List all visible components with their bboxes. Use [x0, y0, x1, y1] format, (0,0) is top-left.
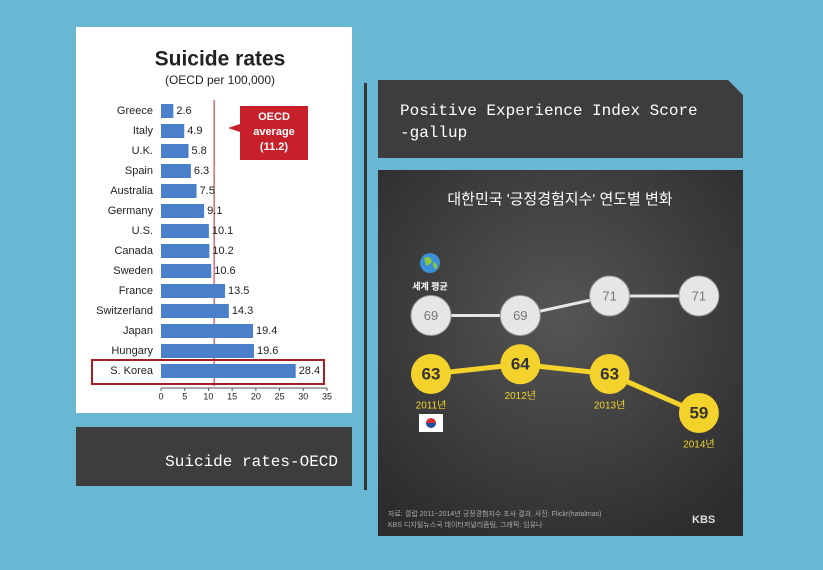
annotation-box	[240, 106, 308, 160]
line	[430, 361, 700, 416]
x-tick-label: 10	[203, 391, 213, 401]
bar	[161, 324, 254, 338]
bar	[161, 104, 174, 118]
value-label: 59	[689, 403, 708, 422]
point	[589, 354, 630, 394]
value-label: 10.2	[212, 245, 233, 257]
chart-subtitle: (OECD per 100,000)	[165, 73, 275, 87]
annotation-pointer	[228, 124, 240, 132]
x-tick-label: 2011년	[416, 400, 447, 412]
bar	[161, 184, 197, 198]
value-label: 5.8	[192, 145, 207, 157]
value-label: 14.3	[232, 305, 253, 317]
value-label: 28.4	[299, 365, 320, 377]
y-tick-label: S. Korea	[110, 365, 154, 377]
caption: Suicide rates-OECD	[76, 427, 352, 486]
point	[589, 275, 631, 317]
chart-title: Suicide rates	[155, 48, 286, 71]
x-tick-label: 2013년	[594, 400, 625, 412]
panel	[378, 170, 743, 536]
source: 자료: 갤럽 2011~2014년 긍정경험지수 조사 결과, 사진: Flic…	[388, 509, 601, 518]
value-label: 63	[422, 364, 441, 383]
value-label: 4.9	[187, 125, 202, 137]
bar	[161, 344, 254, 358]
bar	[161, 264, 212, 278]
chart-title: 대한민국 '긍정경험지수' 연도별 변화	[447, 191, 672, 208]
value-label: 69	[424, 308, 438, 323]
y-tick-label: Greece	[117, 105, 153, 117]
x-tick-label: 15	[227, 391, 237, 401]
y-tick-label: Hungary	[111, 345, 153, 357]
bar	[161, 244, 210, 258]
bar	[161, 304, 229, 318]
value-label: 63	[600, 364, 619, 383]
value-label: 64	[511, 355, 530, 374]
annotation: average	[253, 126, 295, 138]
annotation: (11.2)	[260, 141, 288, 153]
bar	[161, 204, 205, 218]
value-label: 10.6	[214, 265, 235, 277]
y-tick-label: Canada	[114, 245, 153, 257]
bar	[161, 164, 191, 178]
value-label: 10.1	[212, 225, 233, 237]
y-tick-label: Spain	[125, 165, 153, 177]
x-tick-label: 20	[251, 391, 261, 401]
legend-label: 세계 평균	[412, 280, 448, 291]
y-tick-label: U.K.	[132, 145, 153, 157]
value-label: 13.5	[228, 285, 249, 297]
value-label: 69	[513, 308, 527, 323]
y-tick-label: Switzerland	[96, 305, 153, 317]
y-tick-label: Australia	[110, 185, 154, 197]
value-label: 6.3	[194, 165, 209, 177]
bar	[161, 224, 209, 238]
value-label: 7.5	[200, 185, 215, 197]
source: KBS 디지털뉴스국 데이터저널리즘팀, 그래픽: 임유나	[388, 520, 543, 529]
bar	[161, 144, 189, 158]
x-tick-label: 2014년	[683, 439, 714, 451]
x-tick-label: 5	[182, 391, 187, 401]
point	[410, 295, 452, 336]
y-tick-label: U.S.	[132, 225, 153, 237]
value-label: 19.6	[257, 345, 278, 357]
point	[499, 295, 541, 336]
y-tick-label: Germany	[108, 205, 154, 217]
y-tick-label: France	[119, 285, 153, 297]
x-tick-label: 0	[158, 391, 163, 401]
value-label: 71	[692, 288, 706, 303]
point	[411, 354, 451, 394]
x-tick-label: 25	[275, 391, 285, 401]
value-label: 19.4	[256, 325, 277, 337]
x-tick-label: 2012년	[505, 390, 536, 402]
y-tick-label: Japan	[123, 325, 153, 337]
bar	[161, 284, 226, 298]
flag-circle	[426, 423, 436, 428]
bar	[161, 124, 185, 138]
divider	[364, 83, 367, 490]
value-label: 9.1	[207, 205, 222, 217]
y-tick-label: Sweden	[113, 265, 153, 277]
line	[431, 294, 699, 317]
point	[678, 275, 720, 317]
caption: Positive Experience Index Score -gallup	[378, 80, 743, 158]
point	[678, 393, 719, 433]
x-tick-label: 30	[298, 391, 308, 401]
logo: KBS	[692, 514, 715, 526]
point	[500, 344, 541, 385]
globe-land	[424, 257, 438, 269]
value-label: 2.6	[176, 105, 191, 117]
annotation: OECD	[258, 111, 290, 123]
x-tick-label: 35	[322, 391, 332, 401]
y-tick-label: Italy	[133, 125, 154, 137]
highlight-box	[91, 359, 325, 385]
bar	[161, 364, 296, 378]
value-label: 71	[602, 288, 616, 303]
